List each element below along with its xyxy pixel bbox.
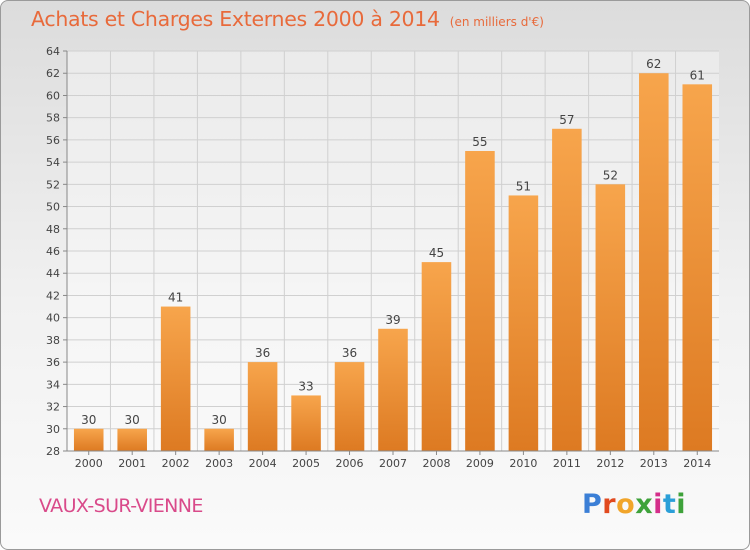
data-label-2007: 39 [385,313,400,327]
bar-2013 [639,73,669,451]
x-tick-label: 2014 [683,457,711,470]
y-tick-label: 50 [46,201,60,214]
y-tick-label: 34 [46,378,60,391]
data-label-2014: 61 [690,68,705,82]
bar-2009 [465,151,495,451]
x-tick-label: 2003 [205,457,233,470]
data-label-2013: 62 [646,57,661,71]
y-tick-label: 38 [46,334,60,347]
data-label-2008: 45 [429,246,444,260]
bars [73,73,713,452]
y-tick-label: 54 [46,156,60,169]
data-label-2011: 57 [559,113,574,127]
y-tick-label: 62 [46,67,60,80]
x-tick-label: 2000 [75,457,103,470]
data-label-2002: 41 [168,291,183,305]
y-tick-label: 32 [46,401,60,414]
bar-2005 [291,395,321,451]
x-tick-label: 2001 [118,457,146,470]
bar-2011 [552,128,582,451]
bar-2003 [204,428,234,451]
bar-2001 [117,428,147,451]
x-tick-label: 2009 [466,457,494,470]
data-label-2003: 30 [211,413,226,427]
commune-name: VAUX-SUR-VIENNE [39,495,203,517]
y-tick-label: 64 [46,45,60,58]
bar-2004 [247,362,278,451]
data-labels: 30 30 41 30 36 33 36 39 45 55 51 57 52 62 61 [81,57,705,427]
y-tick-label: 48 [46,223,60,236]
y-tick-label: 46 [46,245,60,258]
y-tick-label: 42 [46,289,60,302]
x-tick-label: 2007 [379,457,407,470]
y-tick-label: 40 [46,312,60,325]
chart-title-text: Achats et Charges Externes 2000 à 2014 [31,7,440,31]
bar-2008 [421,262,452,451]
data-label-2001: 30 [125,413,140,427]
x-tick-label: 2006 [336,457,364,470]
bar-2010 [508,195,539,451]
y-tick-label: 58 [46,112,60,125]
y-axis: 28 30 32 34 36 38 40 42 44 46 48 50 52 54 56 58 60 62 64 [46,45,68,458]
bar-2002 [160,306,191,451]
x-tick-label: 2008 [422,457,450,470]
y-tick-label: 28 [46,445,60,458]
x-tick-label: 2012 [596,457,624,470]
bar-2012 [595,184,626,452]
x-tick-label: 2010 [509,457,537,470]
data-label-2005: 33 [298,379,313,393]
data-label-2000: 30 [81,413,96,427]
data-label-2010: 51 [516,179,531,193]
data-label-2006: 36 [342,346,357,360]
y-tick-label: 44 [46,267,60,280]
bar-2006 [334,362,365,451]
x-tick-label: 2005 [292,457,320,470]
bar-2007 [378,328,408,451]
y-tick-label: 36 [46,356,60,369]
bar-2000 [73,428,104,451]
x-tick-label: 2013 [640,457,668,470]
x-axis: 2000 2001 2002 2003 2004 2005 2006 2007 2008 2009… [67,450,719,470]
y-tick-label: 30 [46,423,60,436]
x-tick-label: 2011 [553,457,581,470]
y-tick-label: 56 [46,134,60,147]
data-label-2004: 36 [255,346,270,360]
x-tick-label: 2002 [162,457,190,470]
chart-subtitle: (en milliers d'€) [449,15,544,29]
y-tick-label: 60 [46,89,60,102]
proxiti-logo: Proxiti [582,489,687,520]
y-tick-label: 52 [46,178,60,191]
data-label-2009: 55 [472,135,487,149]
data-label-2012: 52 [603,168,618,182]
x-tick-label: 2004 [249,457,277,470]
bar-2014 [682,84,713,451]
chart-title: Achats et Charges Externes 2000 à 2014 (e… [31,7,544,31]
